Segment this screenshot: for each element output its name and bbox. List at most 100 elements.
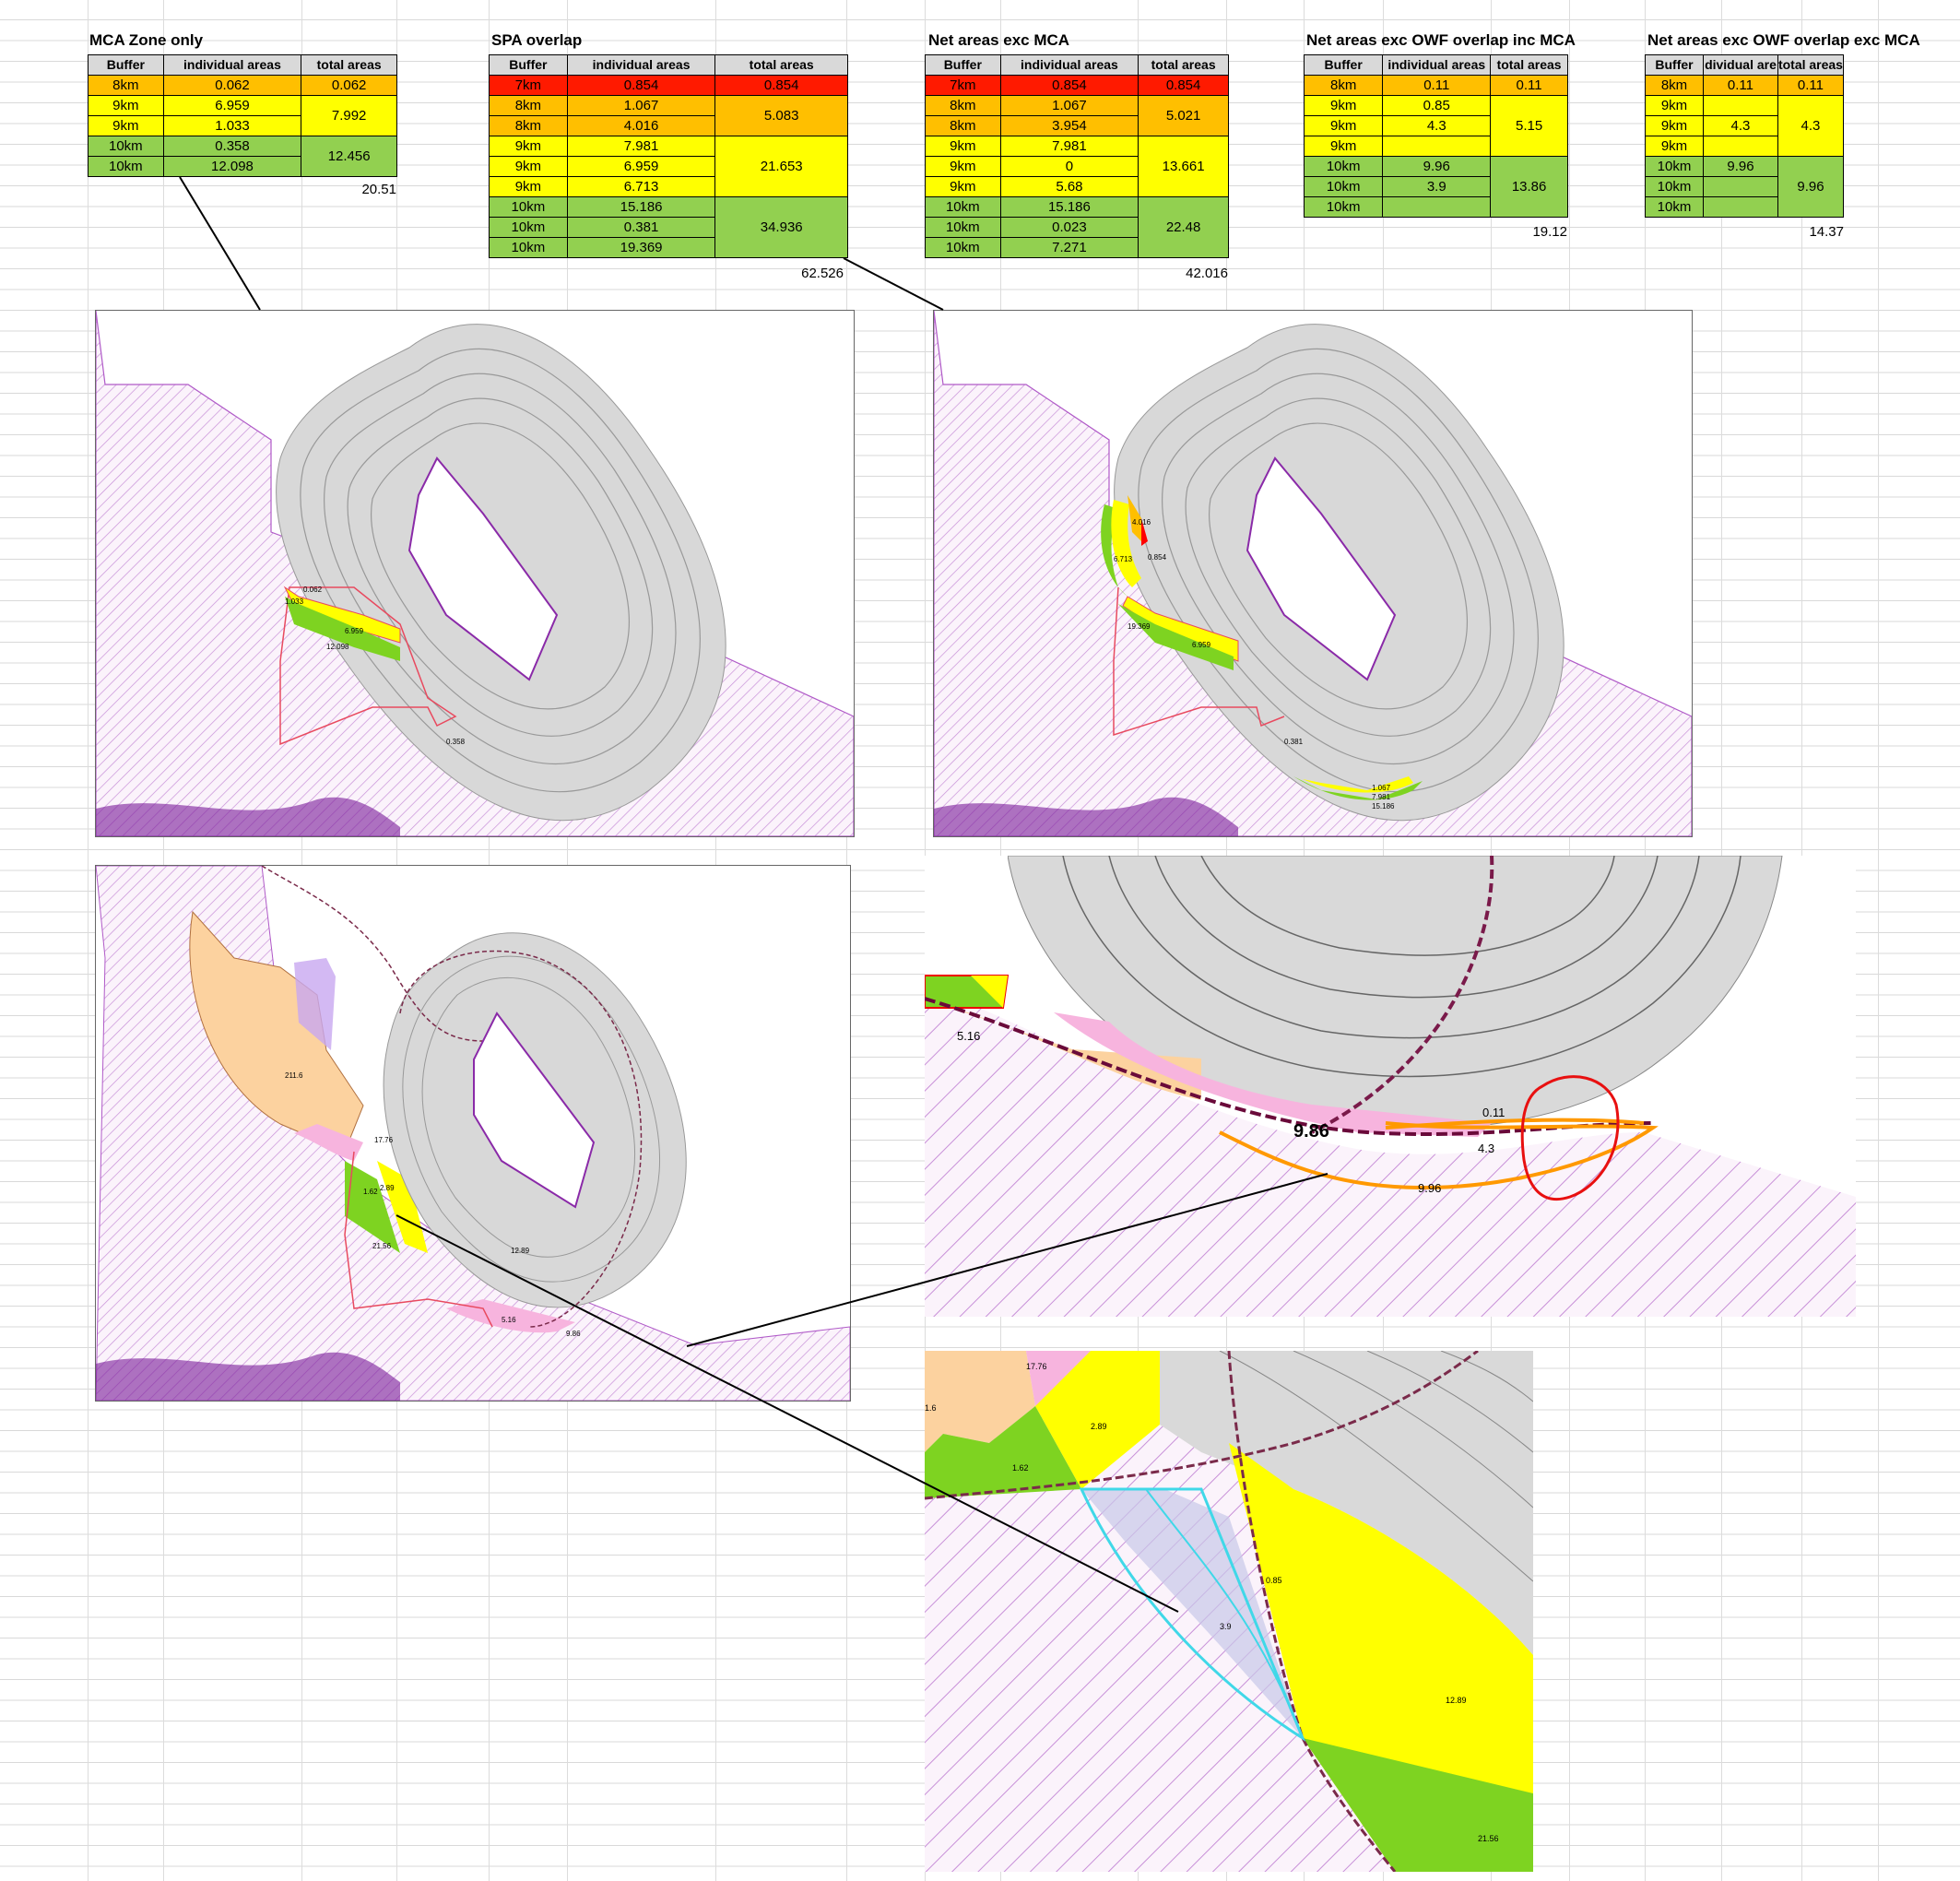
cell-total[interactable]: 5.021 <box>1138 95 1229 136</box>
cell-buffer[interactable]: 9km <box>925 176 1001 197</box>
cell-buffer[interactable]: 10km <box>489 196 568 218</box>
cell-buffer[interactable]: 10km <box>925 196 1001 218</box>
cell-area[interactable]: 0.11 <box>1703 75 1778 96</box>
cell-buffer[interactable]: 10km <box>88 136 164 157</box>
mca-grand-total[interactable]: 20.51 <box>361 182 396 197</box>
cell-area[interactable]: 12.098 <box>162 156 302 177</box>
map-net-areas[interactable]: 4.016 0.854 6.713 19.369 6.959 0.381 1.0… <box>933 310 1693 837</box>
map-mca-zone[interactable]: 0.062 1.033 6.959 12.098 0.358 <box>95 310 855 837</box>
cell-area[interactable]: 5.68 <box>999 176 1139 197</box>
cell-buffer[interactable]: 8km <box>925 115 1001 136</box>
cell-total[interactable]: 12.456 <box>301 136 397 177</box>
cell-total[interactable]: 7.992 <box>301 95 397 136</box>
cell-buffer[interactable]: 8km <box>925 95 1001 116</box>
cell-area[interactable]: 0.062 <box>162 75 302 96</box>
owf-inc-grand-total[interactable]: 19.12 <box>1532 224 1567 240</box>
cell-area[interactable]: 7.981 <box>999 136 1139 157</box>
owf-exc-grand-total[interactable]: 14.37 <box>1809 224 1844 240</box>
cell-total[interactable]: 21.653 <box>714 136 848 197</box>
cell-buffer[interactable]: 8km <box>489 115 568 136</box>
cell-buffer[interactable]: 10km <box>1303 176 1384 197</box>
cell-buffer[interactable]: 9km <box>1303 95 1384 116</box>
cell-area[interactable]: 0.854 <box>566 75 716 96</box>
cell-buffer[interactable]: 7km <box>925 75 1001 96</box>
cell-area[interactable] <box>1382 136 1492 157</box>
cell-buffer[interactable]: 8km <box>1303 75 1384 96</box>
cell-buffer[interactable]: 10km <box>925 237 1001 258</box>
cell-buffer[interactable]: 10km <box>1645 176 1704 197</box>
cell-buffer[interactable]: 10km <box>1303 156 1384 177</box>
cell-area[interactable]: 0.11 <box>1382 75 1492 96</box>
cell-total[interactable]: 0.854 <box>714 75 848 96</box>
cell-total[interactable]: 5.083 <box>714 95 848 136</box>
cell-total[interactable]: 13.661 <box>1138 136 1229 197</box>
cell-buffer[interactable]: 8km <box>88 75 164 96</box>
net-mca-grand-total[interactable]: 42.016 <box>1186 266 1228 281</box>
cell-area[interactable]: 1.067 <box>566 95 716 116</box>
cell-area[interactable]: 4.016 <box>566 115 716 136</box>
cell-buffer[interactable]: 10km <box>489 237 568 258</box>
cell-total[interactable]: 34.936 <box>714 196 848 258</box>
cell-buffer[interactable]: 9km <box>1645 136 1704 157</box>
cell-buffer[interactable]: 10km <box>925 217 1001 238</box>
cell-area[interactable] <box>1382 196 1492 218</box>
cell-total[interactable]: 0.062 <box>301 75 397 96</box>
cell-area[interactable]: 1.067 <box>999 95 1139 116</box>
cell-buffer[interactable]: 10km <box>489 217 568 238</box>
cell-total[interactable]: 0.854 <box>1138 75 1229 96</box>
zoom-view-owf-overlap[interactable]: 5.16 9.86 0.11 4.3 9.96 <box>925 856 1856 1317</box>
cell-area[interactable]: 4.3 <box>1703 115 1778 136</box>
cell-area[interactable] <box>1703 95 1778 116</box>
cell-buffer[interactable]: 9km <box>489 156 568 177</box>
cell-buffer[interactable]: 10km <box>1303 196 1384 218</box>
cell-buffer[interactable]: 9km <box>88 115 164 136</box>
cell-area[interactable]: 0.85 <box>1382 95 1492 116</box>
cell-area[interactable] <box>1703 176 1778 197</box>
cell-buffer[interactable]: 10km <box>1645 156 1704 177</box>
cell-total[interactable]: 9.96 <box>1777 156 1845 218</box>
cell-area[interactable]: 0.023 <box>999 217 1139 238</box>
cell-area[interactable] <box>1703 196 1778 218</box>
cell-total[interactable]: 4.3 <box>1777 95 1845 157</box>
cell-area[interactable]: 0.358 <box>162 136 302 157</box>
cell-total[interactable]: 0.11 <box>1490 75 1568 96</box>
cell-buffer[interactable]: 9km <box>1645 95 1704 116</box>
cell-buffer[interactable]: 9km <box>925 136 1001 157</box>
cell-buffer[interactable]: 9km <box>489 176 568 197</box>
cell-area[interactable]: 4.3 <box>1382 115 1492 136</box>
cell-area[interactable]: 15.186 <box>566 196 716 218</box>
cell-total[interactable]: 13.86 <box>1490 156 1568 218</box>
map-owf-overlap[interactable]: 211.6 17.76 2.89 1.62 21.56 12.89 5.16 9… <box>95 865 851 1402</box>
cell-total[interactable]: 0.11 <box>1777 75 1845 96</box>
cell-area[interactable]: 19.369 <box>566 237 716 258</box>
cell-area[interactable] <box>1703 136 1778 157</box>
zoom-view-owf-detail[interactable]: 17.76 1.6 2.89 1.62 0.85 3.9 12.89 21.56 <box>925 1351 1533 1872</box>
cell-buffer[interactable]: 9km <box>489 136 568 157</box>
cell-buffer[interactable]: 10km <box>1645 196 1704 218</box>
cell-buffer[interactable]: 7km <box>489 75 568 96</box>
cell-buffer[interactable]: 9km <box>1303 136 1384 157</box>
cell-total[interactable]: 5.15 <box>1490 95 1568 157</box>
cell-buffer[interactable]: 10km <box>88 156 164 177</box>
cell-buffer[interactable]: 8km <box>489 95 568 116</box>
cell-area[interactable]: 0.381 <box>566 217 716 238</box>
cell-area[interactable]: 9.96 <box>1382 156 1492 177</box>
cell-area[interactable]: 1.033 <box>162 115 302 136</box>
cell-total[interactable]: 22.48 <box>1138 196 1229 258</box>
cell-buffer[interactable]: 8km <box>1645 75 1704 96</box>
cell-area[interactable]: 0 <box>999 156 1139 177</box>
cell-area[interactable]: 9.96 <box>1703 156 1778 177</box>
cell-area[interactable]: 6.713 <box>566 176 716 197</box>
cell-area[interactable]: 7.271 <box>999 237 1139 258</box>
cell-buffer[interactable]: 9km <box>925 156 1001 177</box>
spa-grand-total[interactable]: 62.526 <box>801 266 844 281</box>
cell-buffer[interactable]: 9km <box>1303 115 1384 136</box>
cell-area[interactable]: 3.954 <box>999 115 1139 136</box>
cell-area[interactable]: 7.981 <box>566 136 716 157</box>
cell-area[interactable]: 6.959 <box>566 156 716 177</box>
cell-area[interactable]: 15.186 <box>999 196 1139 218</box>
cell-buffer[interactable]: 9km <box>1645 115 1704 136</box>
cell-buffer[interactable]: 9km <box>88 95 164 116</box>
cell-area[interactable]: 6.959 <box>162 95 302 116</box>
cell-area[interactable]: 0.854 <box>999 75 1139 96</box>
